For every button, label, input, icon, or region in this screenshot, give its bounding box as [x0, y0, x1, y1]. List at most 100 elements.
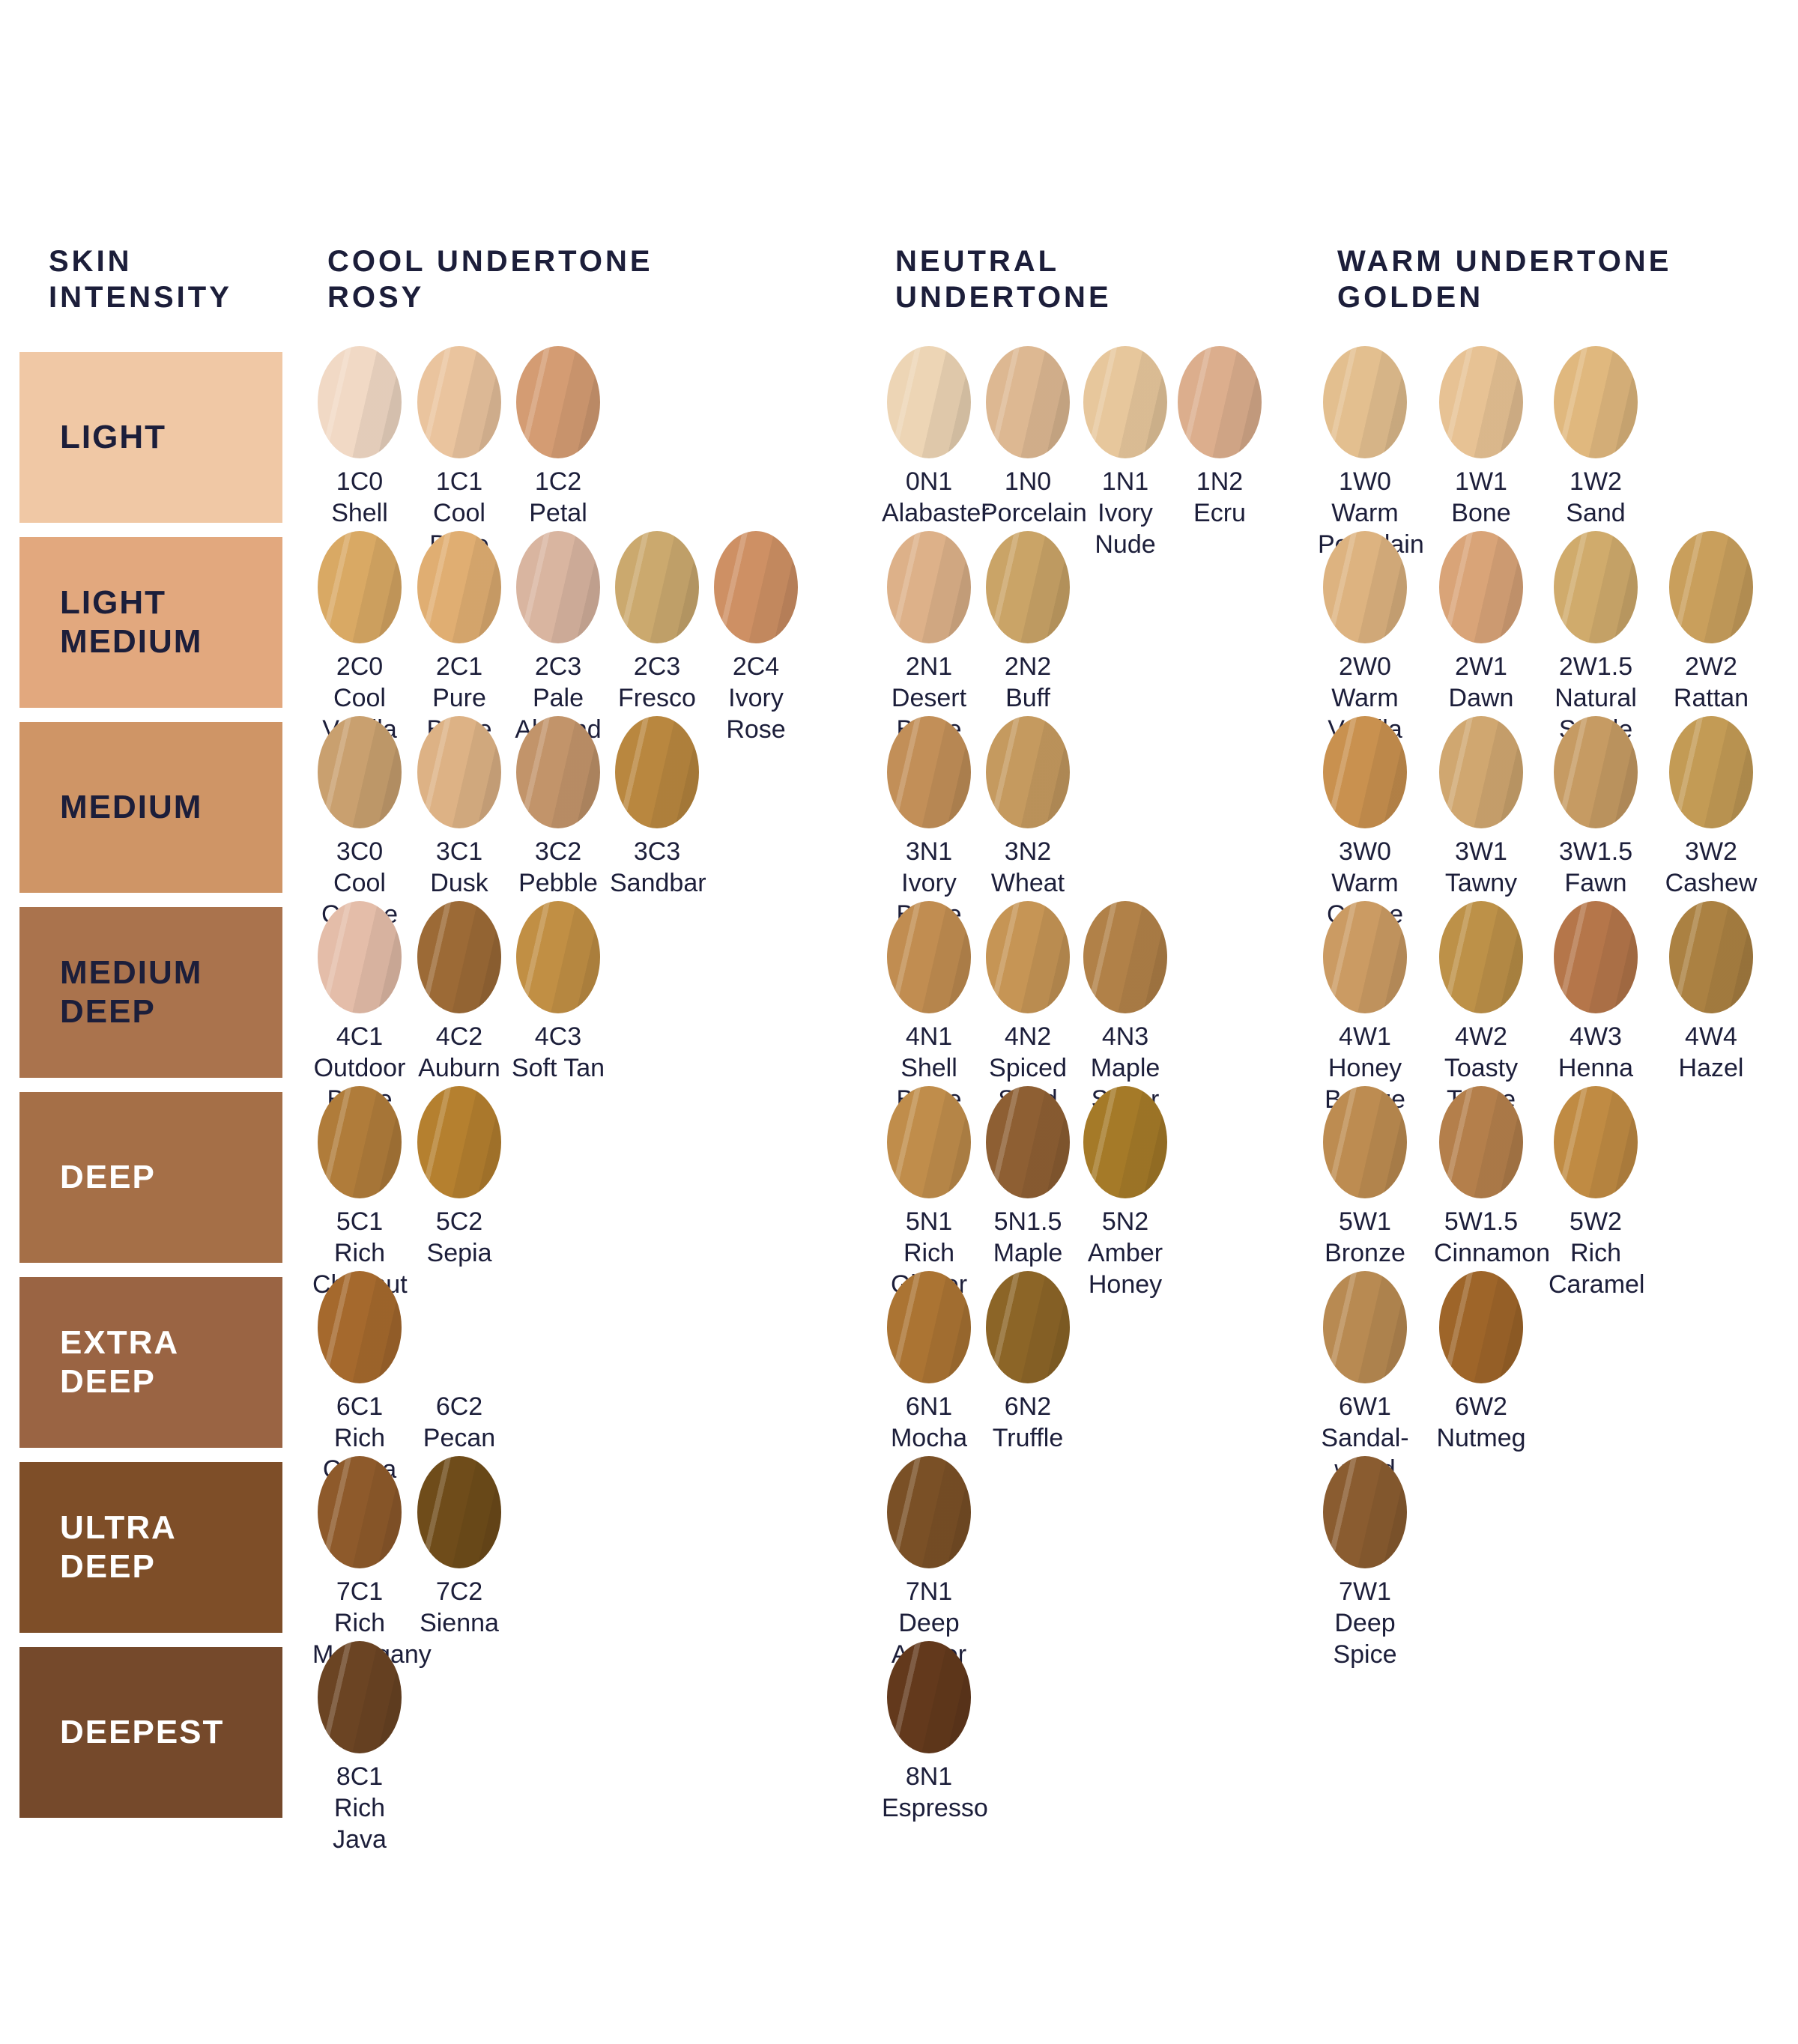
shade-swatch-3C1[interactable]	[417, 716, 501, 828]
shade-name: Rich Caramel	[1549, 1239, 1645, 1299]
shade-swatch-1N2[interactable]	[1178, 346, 1262, 458]
shade-swatch-5N1[interactable]	[887, 1086, 971, 1198]
skin-intensity-label-line: MEDIUM	[60, 954, 203, 991]
shade-swatch-3W1[interactable]	[1439, 716, 1523, 828]
shade-swatch-5C2[interactable]	[417, 1086, 501, 1198]
shade-swatch-5W2[interactable]	[1554, 1086, 1638, 1198]
shade-name: Dusk	[430, 869, 488, 897]
shade-swatch-4C1[interactable]	[318, 901, 402, 1013]
shade-cell-8N1: 8N1 Espresso	[865, 1641, 993, 1824]
shade-swatch-6C1[interactable]	[318, 1271, 402, 1383]
shade-swatch-3C3[interactable]	[615, 716, 699, 828]
shade-swatch-8C1[interactable]	[318, 1641, 402, 1753]
shade-swatch-2C3[interactable]	[615, 531, 699, 643]
shade-swatch-7W1[interactable]	[1323, 1456, 1407, 1568]
shade-code: 4C3	[534, 1022, 582, 1051]
shade-swatch-3W1.5[interactable]	[1554, 716, 1638, 828]
shade-name: Rattan	[1673, 684, 1749, 712]
shade-code: 3W0	[1339, 837, 1391, 866]
shade-code: 3W2	[1685, 837, 1737, 866]
shade-code: 2C1	[435, 652, 483, 681]
shade-swatch-1C1[interactable]	[417, 346, 501, 458]
shade-swatch-2W1.5[interactable]	[1554, 531, 1638, 643]
shade-cell-4C2: 4C2 Auburn	[396, 901, 523, 1084]
shade-name: Espresso	[882, 1794, 988, 1822]
shade-swatch-3W2[interactable]	[1669, 716, 1753, 828]
header-line: GOLDEN	[1337, 281, 1484, 314]
shade-swatch-5N1.5[interactable]	[986, 1086, 1070, 1198]
shade-swatch-2W1[interactable]	[1439, 531, 1523, 643]
shade-swatch-2C0[interactable]	[318, 531, 402, 643]
shade-swatch-3C2[interactable]	[516, 716, 600, 828]
shade-cell-5C2: 5C2 Sepia	[396, 1086, 523, 1269]
shade-cell-4N2: 4N2 Spiced Sand	[964, 901, 1092, 1115]
shade-swatch-6N1[interactable]	[887, 1271, 971, 1383]
shade-swatch-1N0[interactable]	[986, 346, 1070, 458]
shade-swatch-3N1[interactable]	[887, 716, 971, 828]
shade-swatch-4W3[interactable]	[1554, 901, 1638, 1013]
shade-swatch-6W1[interactable]	[1323, 1271, 1407, 1383]
shade-name: Bronze	[1325, 1239, 1405, 1267]
shade-swatch-6N2[interactable]	[986, 1271, 1070, 1383]
shade-code: 1N0	[1004, 467, 1052, 496]
shade-cell-2N2: 2N2 Buff	[964, 531, 1092, 714]
shade-name: Fresco	[618, 684, 696, 712]
shade-swatch-4W4[interactable]	[1669, 901, 1753, 1013]
shade-swatch-4N2[interactable]	[986, 901, 1070, 1013]
shade-code: 2W2	[1685, 652, 1737, 681]
shade-cell-7N1: 7N1 Deep Amber	[865, 1456, 993, 1670]
shade-swatch-5N2[interactable]	[1083, 1086, 1167, 1198]
shade-cell-5W2: 5W2 Rich Caramel	[1532, 1086, 1659, 1300]
shade-cell-2C0: 2C0 Cool Vanilla	[296, 531, 423, 745]
shade-swatch-6W2[interactable]	[1439, 1271, 1523, 1383]
shade-swatch-5C1[interactable]	[318, 1086, 402, 1198]
shade-swatch-3N2[interactable]	[986, 716, 1070, 828]
shade-swatch-4C2[interactable]	[417, 901, 501, 1013]
shade-swatch-5W1.5[interactable]	[1439, 1086, 1523, 1198]
shade-name: Truffle	[992, 1424, 1064, 1452]
skin-intensity-label: DEEP	[19, 1158, 156, 1197]
shade-swatch-2C3[interactable]	[516, 531, 600, 643]
header-skin-intensity: SKIN INTENSITY	[49, 243, 232, 315]
shade-swatch-3W0[interactable]	[1323, 716, 1407, 828]
shade-cell-3W1.5: 3W1.5 Fawn	[1532, 716, 1659, 899]
shade-swatch-2N1[interactable]	[887, 531, 971, 643]
shade-name: Pebble	[518, 869, 598, 897]
shade-swatch-7C2[interactable]	[417, 1456, 501, 1568]
shade-swatch-2C4[interactable]	[714, 531, 798, 643]
shade-swatch-2N2[interactable]	[986, 531, 1070, 643]
skin-intensity-label-line: MEDIUM	[60, 623, 203, 660]
shade-swatch-8N1[interactable]	[887, 1641, 971, 1753]
shade-code: 6C2	[435, 1392, 483, 1421]
shade-cell-2C1: 2C1 Pure Beige	[396, 531, 523, 745]
shade-swatch-3C0[interactable]	[318, 716, 402, 828]
skin-intensity-label-line: LIGHT	[60, 584, 166, 621]
shade-swatch-1C2[interactable]	[516, 346, 600, 458]
shade-swatch-2W2[interactable]	[1669, 531, 1753, 643]
shade-code: 3C0	[336, 837, 384, 866]
header-neutral-undertone: NEUTRAL UNDERTONE	[895, 243, 1112, 315]
shade-swatch-4N1[interactable]	[887, 901, 971, 1013]
shade-code: 2W1.5	[1558, 652, 1633, 681]
shade-code: 3C3	[633, 837, 681, 866]
shade-swatch-2C1[interactable]	[417, 531, 501, 643]
shade-name: Petal	[529, 499, 587, 527]
shade-swatch-1N1[interactable]	[1083, 346, 1167, 458]
shade-name: Porcelain	[981, 499, 1087, 527]
shade-swatch-5W1[interactable]	[1323, 1086, 1407, 1198]
shade-swatch-7N1[interactable]	[887, 1456, 971, 1568]
shade-swatch-1W0[interactable]	[1323, 346, 1407, 458]
shade-cell-5N2: 5N2 Amber Honey	[1062, 1086, 1189, 1300]
shade-swatch-7C1[interactable]	[318, 1456, 402, 1568]
shade-swatch-2W0[interactable]	[1323, 531, 1407, 643]
shade-code: 6C1	[336, 1392, 384, 1421]
shade-swatch-1W1[interactable]	[1439, 346, 1523, 458]
shade-swatch-0N1[interactable]	[887, 346, 971, 458]
shade-swatch-4W1[interactable]	[1323, 901, 1407, 1013]
shade-swatch-4N3[interactable]	[1083, 901, 1167, 1013]
shade-cell-6N1: 6N1 Mocha	[865, 1271, 993, 1454]
shade-swatch-1W2[interactable]	[1554, 346, 1638, 458]
shade-swatch-4C3[interactable]	[516, 901, 600, 1013]
shade-swatch-4W2[interactable]	[1439, 901, 1523, 1013]
shade-swatch-1C0[interactable]	[318, 346, 402, 458]
